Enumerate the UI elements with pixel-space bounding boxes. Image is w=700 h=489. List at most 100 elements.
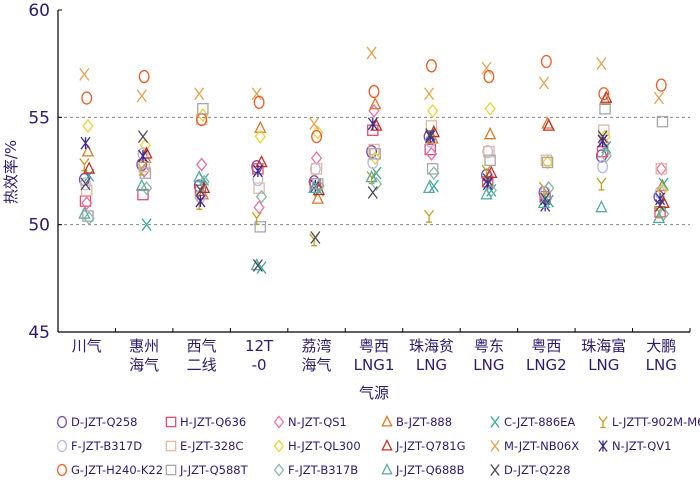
x-category-label: 12T -0 (245, 337, 274, 374)
legend-label: H-JZT-QL300 (288, 439, 361, 453)
legend-marker (381, 439, 393, 451)
data-point (485, 165, 498, 178)
legend-item: H-JZT-QL300 (273, 439, 361, 453)
data-point (193, 169, 206, 183)
legend-label: H-JZT-Q636 (180, 415, 246, 429)
data-point (367, 155, 379, 170)
data-point (137, 130, 149, 144)
legend-item: N-JZT-QV1 (598, 439, 671, 453)
legend-marker (490, 440, 500, 452)
data-point (197, 102, 209, 115)
legend-label: J-JZT-Q588T (179, 463, 249, 477)
data-point (253, 95, 265, 109)
data-point (254, 129, 266, 144)
data-point (368, 84, 380, 99)
legend-label: E-JZT-328C (180, 439, 243, 453)
data-point (365, 169, 378, 183)
legend-item: F-JZT-B317D (56, 439, 142, 453)
legend-label: M-JZT-NB06X (504, 439, 579, 453)
legend-marker (273, 415, 285, 429)
data-point (597, 130, 608, 144)
x-category-label: 粤西 LNG1 (354, 337, 395, 374)
data-point (366, 145, 378, 159)
data-point (138, 69, 150, 84)
data-point (425, 146, 438, 161)
data-point (483, 170, 495, 185)
data-point (82, 118, 94, 133)
series-G-JZT-H240-K22 (81, 54, 667, 144)
x-category-label: 珠海贫 LNG (409, 337, 454, 374)
legend-marker (165, 416, 177, 428)
legend-marker (165, 464, 177, 476)
data-point (251, 211, 262, 225)
legend-label: D-JZT-Q228 (504, 463, 570, 477)
data-point (652, 210, 666, 224)
legend-marker (56, 463, 68, 477)
x-category-label: 粤西 LNG2 (526, 337, 567, 374)
data-point (656, 115, 669, 128)
x-category-label: 西气二线 (187, 337, 217, 374)
data-point (196, 157, 208, 172)
data-point (310, 151, 323, 166)
data-point (139, 167, 152, 179)
legend-label: F-JZT-B317B (288, 463, 358, 477)
data-point (599, 102, 611, 115)
x-category-label: 大鹏 LNG (646, 337, 677, 374)
data-point (367, 117, 378, 131)
series-D-JZT-Q228 (80, 128, 666, 272)
legend-label: C-JZT-886EA (504, 415, 575, 429)
data-point (540, 54, 552, 69)
legend-item: D-JZT-Q228 (490, 463, 570, 477)
data-point (655, 192, 666, 206)
data-point (654, 206, 666, 218)
legend-item: E-JZT-328C (165, 439, 243, 453)
series-H-JZT-Q636 (79, 124, 666, 218)
data-point (540, 192, 551, 206)
data-point (311, 130, 322, 144)
legend-item: M-JZT-NB06X (490, 439, 579, 453)
series-C-JZT-886EA (84, 140, 669, 274)
data-point (426, 163, 439, 175)
x-axis-label: 气源 (359, 384, 389, 402)
data-point (198, 174, 210, 189)
data-point (426, 59, 437, 73)
series-J-JZT-Q588T (82, 102, 669, 233)
legend-item: J-JZT-Q588T (165, 463, 249, 477)
data-point (254, 120, 267, 133)
legend-label: D-JZT-Q258 (71, 415, 137, 429)
data-point (82, 161, 96, 174)
data-point (197, 180, 211, 194)
data-point (595, 200, 608, 213)
x-category-label: 荔湾海气 (302, 337, 332, 374)
data-point (84, 168, 95, 182)
data-point (195, 183, 206, 197)
legend-marker (490, 416, 500, 428)
data-point (79, 68, 90, 81)
data-point (253, 200, 265, 215)
data-point (194, 87, 205, 101)
data-point (195, 194, 206, 208)
data-point (138, 163, 150, 179)
data-point (80, 177, 91, 191)
data-point (369, 96, 382, 110)
data-point (595, 149, 607, 163)
data-point (255, 189, 268, 204)
x-category-label: 惠州海气 (129, 337, 159, 374)
data-point (422, 180, 436, 194)
data-point (141, 218, 152, 232)
legend: D-JZT-Q258 H-JZT-Q636 N-JZT-QS1 B-JZT-888 C-… (56, 415, 700, 477)
series-H-JZT-QL300 (82, 101, 669, 198)
legend-label: F-JZT-B317D (71, 439, 142, 453)
data-point (311, 191, 324, 204)
legend-label: G-JZT-H240-K22 (71, 463, 163, 477)
data-point (658, 177, 669, 191)
y-tick-label: 60 (28, 1, 50, 21)
data-point (135, 178, 148, 191)
x-category-label: 粤东 LNG (473, 337, 504, 374)
legend-marker (273, 439, 285, 453)
legend-marker (273, 463, 285, 477)
data-point (480, 187, 493, 200)
data-point (369, 151, 381, 166)
